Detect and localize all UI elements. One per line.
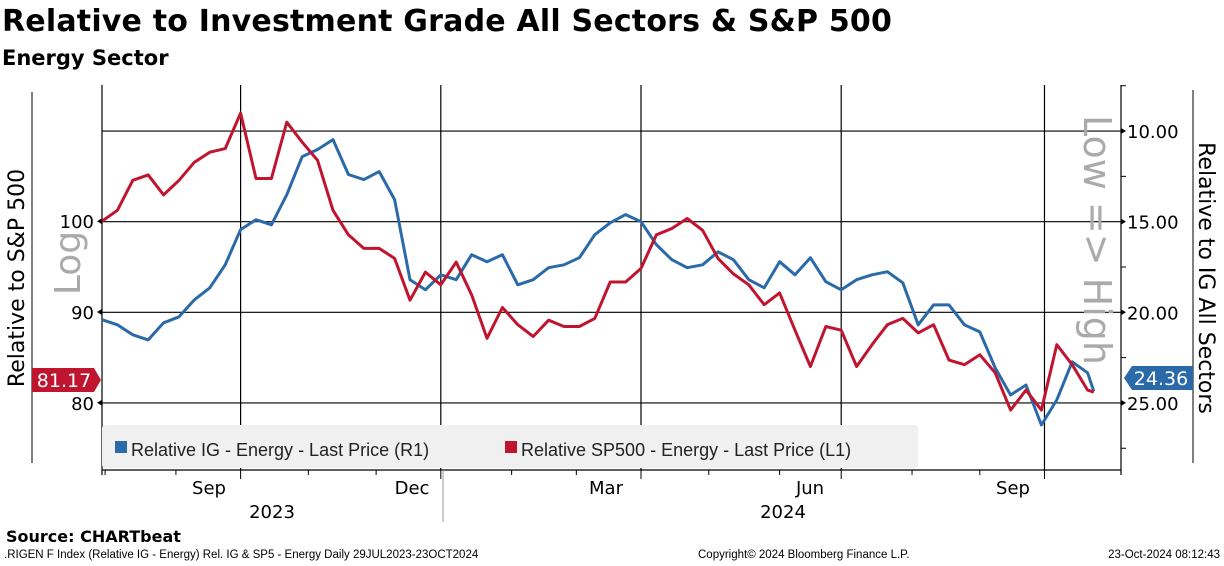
last-price-ig: 24.36 — [1134, 368, 1188, 390]
axes — [31, 85, 1194, 522]
x-tick-label: Jun — [795, 478, 824, 499]
right-tick-mark — [1121, 399, 1126, 406]
right-axis-title: Relative to IG All Sectors — [1193, 142, 1218, 414]
tick-labels: 10.00 15.00 20.00 25.00 100 90 80 Sep Dec Mar Jun S… — [60, 122, 1179, 523]
legend-swatch-ig — [115, 441, 127, 453]
left-tick-label: 80 — [71, 394, 94, 415]
footer-timestamp: 23-Oct-2024 08:12:43 — [1108, 549, 1220, 561]
legend-swatch-sp500 — [505, 441, 517, 453]
x-tick-label: Mar — [589, 478, 624, 499]
left-tick-label: 100 — [60, 212, 94, 233]
x-tick-label: Sep — [996, 478, 1030, 499]
last-price-sp500: 81.17 — [37, 370, 91, 392]
left-tick-mark — [97, 309, 102, 316]
right-tick-label: 15.00 — [1127, 213, 1179, 234]
right-tick-mark — [1121, 128, 1126, 135]
legend-label-ig: Relative IG - Energy - Last Price (R1) — [131, 440, 429, 460]
gridlines — [102, 85, 1121, 470]
legend-label-sp500: Relative SP500 - Energy - Last Price (L1… — [521, 440, 851, 460]
chart-title: Relative to Investment Grade All Sectors… — [2, 4, 893, 39]
right-tick-mark — [1121, 309, 1126, 316]
last-price-tag-ig: 24.36 — [1124, 366, 1193, 390]
x-year-label: 2024 — [760, 502, 806, 523]
left-tick-mark — [97, 218, 102, 225]
chart-subtitle: Energy Sector — [2, 46, 169, 70]
right-tick-label: 20.00 — [1127, 303, 1179, 324]
log-scale-note: Log — [48, 231, 89, 295]
source-note: Source: CHARTbeat — [6, 527, 181, 546]
last-price-tag-sp500: 81.17 — [32, 368, 101, 392]
x-tick-label: Dec — [395, 478, 430, 499]
x-year-label: 2023 — [249, 502, 295, 523]
right-tick-label: 25.00 — [1127, 394, 1179, 415]
right-tick-mark — [1121, 218, 1126, 225]
footer-ticker: .RIGEN F Index (Relative IG - Energy) Re… — [4, 549, 479, 561]
legend: Relative IG - Energy - Last Price (R1) R… — [102, 425, 918, 468]
left-tick-mark — [97, 399, 102, 406]
series-lines — [101, 111, 1096, 427]
series-line-relative-ig — [101, 138, 1096, 427]
series-line-relative-sp500 — [101, 111, 1095, 412]
low-high-note: Low => High — [1075, 115, 1119, 365]
x-tick-label: Sep — [192, 478, 226, 499]
right-tick-label: 10.00 — [1127, 122, 1179, 143]
footer-copyright: Copyright© 2024 Bloomberg Finance L.P. — [698, 549, 910, 561]
left-axis-title: Relative to S&P 500 — [5, 169, 30, 387]
left-tick-label: 90 — [71, 303, 94, 324]
